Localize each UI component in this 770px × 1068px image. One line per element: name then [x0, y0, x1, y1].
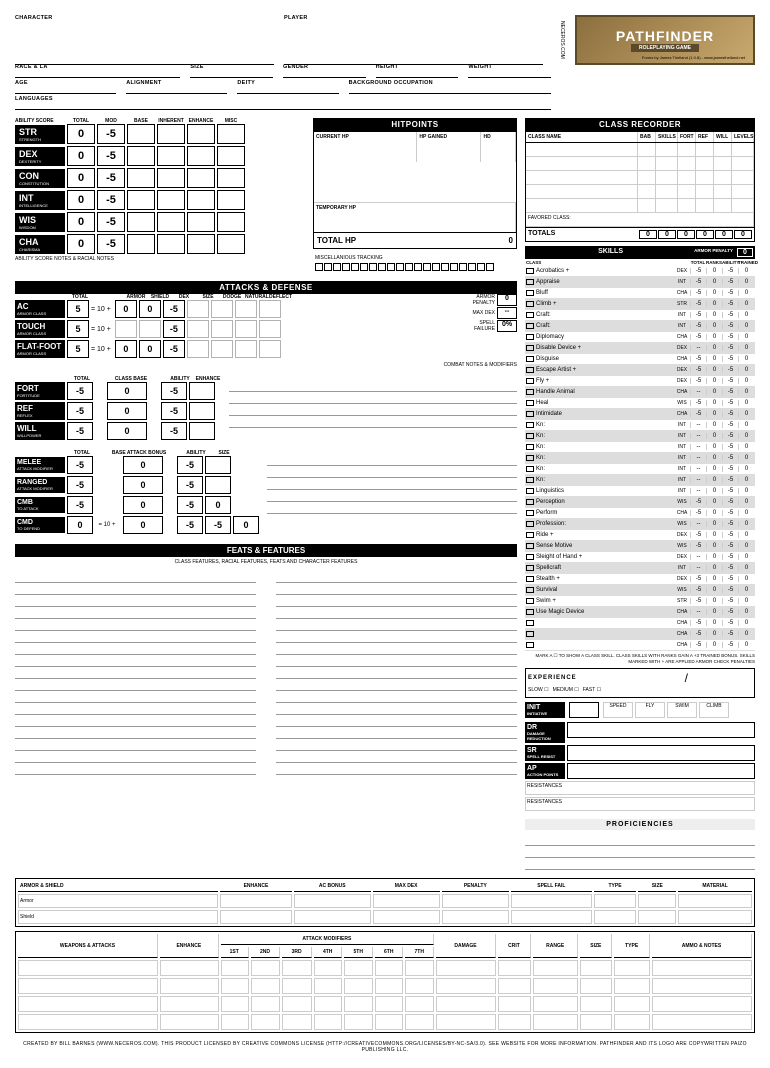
skill-row[interactable]: Kn:INT--0-50 [525, 453, 755, 464]
skill-row[interactable]: Handle AnimalCHA--0-50 [525, 387, 755, 398]
skill-row[interactable]: AppraiseINT-50-50 [525, 277, 755, 288]
attack-melee: MELEEATTACK MODIFIER-50-5 [15, 456, 259, 474]
resistances-2[interactable]: RESISTANCES [525, 797, 755, 811]
hp-section: CURRENT HP HP GAINED HD TEMPORARY HP TOT… [313, 131, 517, 249]
side-stats: ARMOR PENALTY0MAX DEX--SPELL FAILURE0% [465, 294, 517, 360]
skill-row[interactable]: LinguisticsINT--0-50 [525, 486, 755, 497]
skill-row[interactable]: Kn:INT--0-50 [525, 464, 755, 475]
skill-row[interactable]: BluffCHA-50-50 [525, 288, 755, 299]
skill-row[interactable]: Ride +DEX-50-50 [525, 530, 755, 541]
skill-row[interactable]: PerceptionWIS-50-50 [525, 497, 755, 508]
resistances-1[interactable]: RESISTANCES [525, 781, 755, 795]
ability-wis: WISWISDOM0-5 [15, 212, 305, 232]
player-label: PLAYER [284, 15, 543, 21]
skill-row[interactable]: PerformCHA-50-50 [525, 508, 755, 519]
skill-row[interactable]: Use Magic DeviceCHA--0-50 [525, 607, 755, 618]
stat-dr: DRDAMAGE REDUCTION [525, 722, 755, 743]
ability-note: ABILITY SCORE NOTES & RACIAL NOTES [15, 256, 305, 262]
armor-shield-table: ARMOR & SHIELDENHANCEAC BONUSMAX DEXPENA… [15, 878, 755, 927]
skill-row[interactable]: Craft:INT-50-50 [525, 310, 755, 321]
skill-row[interactable]: Sense MotiveWIS-50-50 [525, 541, 755, 552]
skill-row[interactable]: Stealth +DEX-50-50 [525, 574, 755, 585]
skill-row[interactable]: SpellcraftINT--0-50 [525, 563, 755, 574]
attack-ranged: RANGEDATTACK MODIFIER-50-5 [15, 476, 259, 494]
skill-row[interactable]: Climb +STR-50-50 [525, 299, 755, 310]
weapons-table: WEAPONS & ATTACKSENHANCEATTACK MODIFIERS… [15, 931, 755, 1033]
logo-sub: ROLEPLAYING GAME [631, 44, 699, 52]
skill-row[interactable]: CHA-50-50 [525, 629, 755, 640]
right-column: CLASS RECORDER CLASS NAME BAB SKILLS FOR… [525, 118, 755, 870]
skill-row[interactable]: Kn:INT--0-50 [525, 442, 755, 453]
ability-cha: CHACHARISMA0-5 [15, 234, 305, 254]
save-fort: FORTFORTITUDE-50-5 [15, 382, 221, 400]
armor-flat-foot: FLAT-FOOTARMOR CLASS5= 10 +00-5 [15, 340, 465, 358]
main-content: ABILITY SCORE TOTAL MOD BASE INHERENT EN… [15, 118, 755, 870]
skill-row[interactable]: IntimidateCHA-50-50 [525, 409, 755, 420]
skill-row[interactable]: Sleight of Hand +DEX--0-50 [525, 552, 755, 563]
armor-ac: ACARMOR CLASS5= 10 +00-5 [15, 300, 465, 318]
classrec-title: CLASS RECORDER [525, 118, 755, 131]
skill-row[interactable]: Kn:INT--0-50 [525, 475, 755, 486]
skill-row[interactable]: DisguiseCHA-50-50 [525, 354, 755, 365]
character-label: CHARACTER [15, 15, 274, 21]
skill-note: MARK A ☐ TO SHOW A CLASS SKILL. CLASS SK… [525, 653, 755, 664]
stat-ap: APACTION POINTS [525, 763, 755, 779]
stat-sr: SRSPELL RESIST [525, 745, 755, 761]
skills-header: SKILLS ARMOR PENALTY 0 [525, 246, 755, 259]
ability-int: INTINTELLIGENCE0-5 [15, 190, 305, 210]
init-row: INITINITIATIVE SPEED FLY SWIM CLIMB [525, 702, 755, 718]
ability-scores: ABILITY SCORE TOTAL MOD BASE INHERENT EN… [15, 118, 305, 273]
feats-title: FEATS & FEATURES [15, 544, 517, 557]
attack-cmb: CMBTO ATTACK-50-50 [15, 496, 259, 514]
skill-row[interactable]: Craft:INT-50-50 [525, 321, 755, 332]
skill-row[interactable]: Escape Artist +DEX-50-50 [525, 365, 755, 376]
skill-row[interactable]: Kn:INT--0-50 [525, 420, 755, 431]
ability-dex: DEXDEXTERITY0-5 [15, 146, 305, 166]
skill-row[interactable]: SurvivalWIS-50-50 [525, 585, 755, 596]
skill-row[interactable]: HealWIS-50-50 [525, 398, 755, 409]
proficiencies-title: PROFICIENCIES [525, 819, 755, 830]
skill-row[interactable]: Acrobatics +DEX-50-50 [525, 266, 755, 277]
left-column: ABILITY SCORE TOTAL MOD BASE INHERENT EN… [15, 118, 517, 870]
save-will: WILLWILLPOWER-50-5 [15, 422, 221, 440]
skill-row[interactable]: Profession:WIS--0-50 [525, 519, 755, 530]
ability-con: CONCONSTITUTION0-5 [15, 168, 305, 188]
misc-tracking: MISCELLANIOUS TRACKING [313, 253, 517, 273]
skill-row[interactable]: Kn:INT--0-50 [525, 431, 755, 442]
ad-title: ATTACKS & DEFENSE [15, 281, 517, 294]
ability-str: STRSTRENGTH0-5 [15, 124, 305, 144]
skill-row[interactable]: CHA-50-50 [525, 618, 755, 629]
footer: CREATED BY BILL BARNES (WWW.NECEROS.COM)… [15, 1041, 755, 1053]
armor-touch: TOUCHARMOR CLASS5= 10 +-5 [15, 320, 465, 338]
attack-cmd: CMDTO DEFEND0= 10 +0-5-50 [15, 516, 259, 534]
experience-section: EXPERIENCE / SLOW ☐ MEDIUM ☐ FAST ☐ [525, 668, 755, 698]
hp-title: HITPOINTS [313, 118, 517, 131]
bottom-section: ARMOR & SHIELDENHANCEAC BONUSMAX DEXPENA… [15, 878, 755, 1033]
skill-row[interactable]: DiplomacyCHA-50-50 [525, 332, 755, 343]
class-recorder: CLASS NAME BAB SKILLS FORT REF WILL LEVE… [525, 131, 755, 242]
skill-row[interactable]: Swim +STR-50-50 [525, 596, 755, 607]
logo-main: PATHFINDER [616, 28, 714, 44]
skill-row[interactable]: Disable Device +DEX--0-50 [525, 343, 755, 354]
header-row-3: AGE ALIGNMENT DEITY BACKGROUND OCCUPATIO… [15, 80, 755, 94]
neceros-label: NECEROS.COM [553, 15, 565, 65]
header-row-4: LANGUAGES [15, 96, 755, 110]
header-row-2: RACE & LA SIZE GENDER HEIGHT WEIGHT [15, 64, 755, 78]
skill-row[interactable]: CHA-50-50 [525, 640, 755, 651]
feats-sub: CLASS FEATURES, RACIAL FEATURES, FEATS A… [15, 559, 517, 565]
save-ref: REFREFLEX-50-5 [15, 402, 221, 420]
skill-row[interactable]: Fly +DEX-50-50 [525, 376, 755, 387]
